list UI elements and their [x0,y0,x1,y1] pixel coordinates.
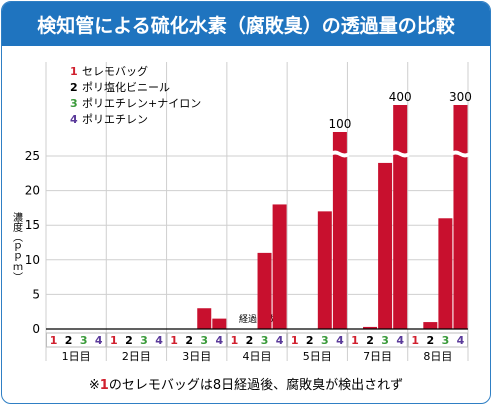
bar-tick-label: 1 [231,334,239,347]
footnote-number: 1 [99,378,109,393]
footnote-mark: ※ [88,378,100,393]
bar [438,218,453,329]
bar-tick-label: 1 [411,334,419,347]
bar [423,322,438,329]
bar-tick-label: 1 [170,334,178,347]
bar-value-label: 300 [449,90,472,104]
bar-tick-label: 4 [276,334,284,347]
bar-tick-label: 1 [110,334,118,347]
tick-row-box [166,332,227,348]
bar-tick-label: 4 [215,334,223,347]
legend-index: 1 [70,65,78,78]
tick-row-box [347,332,408,348]
bar [332,132,347,329]
bar-tick-label: 3 [442,334,450,347]
footnote: ※1のセレモバッグは8日経過後、腐敗臭が検出されず [2,374,490,393]
axis-break-mark [330,150,349,158]
group-label: 4日目 [243,350,272,363]
bar-tick-label: 2 [306,334,314,347]
y-tick-label: 20 [25,184,40,198]
chart-title: 検知管による硫化水素（腐敗臭）の透過量の比較 [2,2,490,46]
bar [212,318,227,329]
bar-tick-label: 4 [336,334,344,347]
y-tick-label: 15 [25,218,40,232]
bar-tick-label: 2 [246,334,254,347]
bar-tick-label: 2 [65,334,73,347]
footnote-text: のセレモバッグは8日経過後、腐敗臭が検出されず [108,378,404,393]
group-label: 2日目 [122,350,151,363]
bar [317,211,332,329]
group-label: 1日目 [62,350,91,363]
bar [363,326,378,329]
bar-tick-label: 3 [200,334,208,347]
group-label: 7日目 [363,350,392,363]
bar-tick-label: 3 [140,334,148,347]
bar-tick-label: 4 [95,334,103,347]
tick-row-box [226,332,288,348]
legend-index: 4 [70,113,78,126]
group-label: 8日目 [423,350,452,363]
bar-tick-label: 1 [351,334,359,347]
axis-break-mark [451,150,470,158]
bar-tick-label: 4 [155,334,163,347]
bar-tick-label: 2 [185,334,193,347]
bar [197,308,212,329]
tick-row-box [46,332,107,348]
bar [378,162,393,329]
legend-index: 3 [70,97,78,110]
y-tick-label: 5 [32,287,40,301]
bar-value-label: 400 [389,90,412,104]
bar [393,105,408,329]
y-tick-label: 10 [25,253,40,267]
axis-break-mark [391,150,410,158]
y-tick-label: 25 [25,149,40,163]
legend-label: ポリ塩化ビニール [82,80,170,94]
legend-label: ポリエチレン [82,113,148,126]
bar-tick-label: 2 [125,334,133,347]
bar-tick-label: 4 [396,334,404,347]
bar-tick-label: 1 [50,334,58,347]
group-label: 3日目 [182,350,211,363]
bar-tick-label: 4 [457,334,465,347]
bar-tick-label: 3 [381,334,389,347]
group-label: 5日目 [303,350,332,363]
bar [272,204,287,329]
bar-tick-label: 2 [426,334,434,347]
bar [453,105,468,329]
tick-row-box [287,332,348,348]
y-tick-label: 0 [32,322,40,336]
tick-row-box [106,332,167,348]
bar-tick-label: 2 [366,334,374,347]
legend-label: セレモバッグ [82,64,148,78]
bar-tick-label: 3 [321,334,329,347]
bar-tick-label: 3 [261,334,269,347]
bar-tick-label: 3 [80,334,88,347]
legend-index: 2 [70,81,78,94]
bar-value-label: 100 [328,117,351,131]
bar [257,252,272,329]
bar-tick-label: 1 [291,334,299,347]
legend-label: ポリエチレン+ナイロン [82,97,201,110]
y-axis-label: 濃度（ｐｐｍ） [11,211,23,282]
tick-row-box [407,332,469,348]
